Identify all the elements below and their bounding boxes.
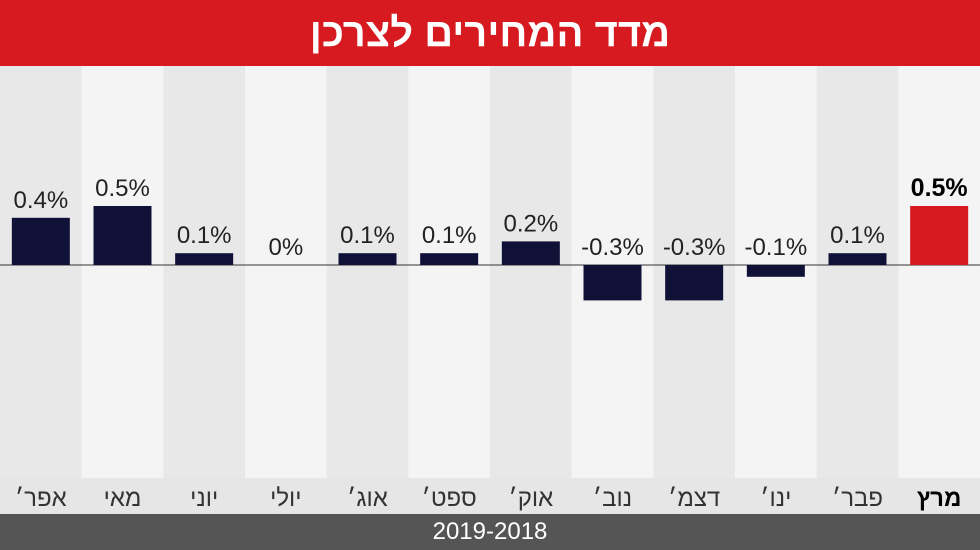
category-label-11: פבר׳	[832, 485, 883, 512]
column-stripe	[898, 66, 980, 478]
bar-6	[420, 253, 479, 265]
category-label-8: נוב׳	[593, 485, 632, 512]
category-label-10: ינו׳	[760, 485, 791, 512]
value-label-2: 0.5%	[95, 175, 150, 202]
column-stripe	[0, 66, 83, 478]
category-label-4: יולי	[270, 485, 301, 512]
value-label-1: 0.4%	[13, 187, 68, 214]
value-label-11: 0.1%	[830, 222, 885, 249]
category-label-6: ספט׳	[422, 485, 477, 512]
bar-7	[501, 241, 560, 265]
period-label: 2019-2018	[432, 518, 548, 545]
column-stripe	[816, 66, 899, 478]
value-label-3: 0.1%	[177, 222, 232, 249]
value-label-10: -0.1%	[744, 234, 807, 261]
column-stripe	[245, 66, 328, 478]
cpi-bar-chart: 0.4% אפר׳ 0.5% מאי 0.1% יוני 0% יולי 0.1% אוג׳ 0.1…	[0, 66, 980, 514]
category-label-3: יוני	[190, 485, 218, 512]
bar-5	[338, 253, 397, 265]
column-stripe	[490, 66, 573, 478]
value-label-6: 0.1%	[422, 222, 477, 249]
bar-10	[746, 265, 805, 277]
value-label-4: 0%	[268, 234, 303, 261]
category-label-7: אוק׳	[508, 485, 553, 512]
value-label-5: 0.1%	[340, 222, 395, 249]
bar-8	[583, 265, 642, 301]
value-label-7: 0.2%	[503, 210, 558, 237]
category-label-12: מרץ	[917, 485, 961, 512]
category-band	[0, 478, 980, 514]
bar-1	[11, 217, 70, 265]
value-label-8: -0.3%	[581, 234, 644, 261]
column-stripe	[408, 66, 491, 478]
category-label-2: מאי	[104, 485, 142, 512]
title-bar	[0, 0, 980, 66]
category-label-1: אפר׳	[15, 485, 67, 512]
chart-title: מדד המחירים לצרכן	[309, 11, 671, 55]
category-label-5: אוג׳	[347, 485, 388, 512]
bar-3	[175, 253, 234, 265]
bar-2	[93, 206, 152, 265]
bar-9	[665, 265, 724, 301]
category-label-9: דצמ׳	[668, 485, 720, 512]
column-stripe	[326, 66, 409, 478]
bar-12	[910, 206, 969, 265]
bar-11	[828, 253, 887, 265]
column-stripe	[81, 66, 164, 478]
value-label-12: 0.5%	[911, 174, 968, 202]
footer-bar	[0, 514, 980, 550]
column-stripe	[163, 66, 246, 478]
value-label-9: -0.3%	[663, 234, 726, 261]
